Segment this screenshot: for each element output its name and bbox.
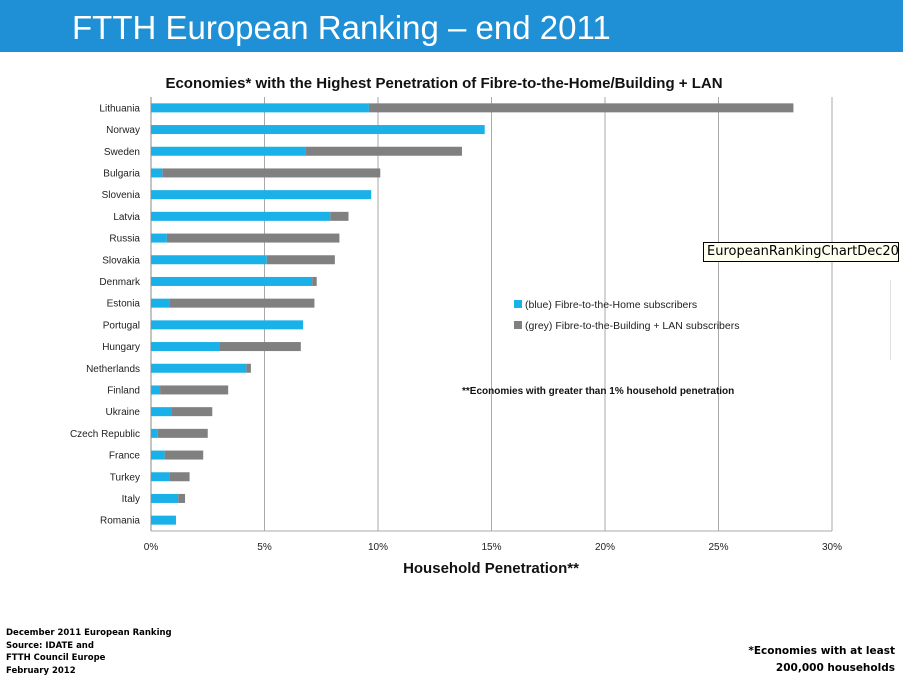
chart-name-tooltip: EuropeanRankingChartDec2011 bbox=[703, 242, 899, 262]
bar-fttb bbox=[169, 472, 190, 482]
category-label: Ukraine bbox=[106, 407, 141, 418]
bar-fttb bbox=[266, 255, 335, 265]
category-label: Italy bbox=[122, 494, 140, 505]
x-tick-label: 5% bbox=[257, 542, 272, 553]
source-line: FTTH Council Europe bbox=[6, 653, 106, 663]
bar-ftth bbox=[151, 146, 306, 156]
x-tick-label: 25% bbox=[708, 542, 728, 553]
legend-label-fttb: (grey) Fibre-to-the-Building + LAN subsc… bbox=[525, 320, 739, 332]
category-label: Hungary bbox=[102, 342, 140, 353]
ranking-chart: Economies* with the Highest Penetration … bbox=[70, 75, 842, 577]
footnote-line: 200,000 households bbox=[775, 662, 895, 674]
x-tick-label: 30% bbox=[822, 542, 842, 553]
bar-ftth bbox=[151, 233, 167, 243]
x-axis-ticks: 0% 5% 10% 15% 20% 25% 30% bbox=[144, 542, 842, 553]
category-label: Slovakia bbox=[102, 255, 140, 266]
x-tick-label: 20% bbox=[595, 542, 615, 553]
category-label: Russia bbox=[109, 234, 140, 245]
bar-fttb bbox=[171, 407, 213, 417]
bar-ftth bbox=[151, 515, 176, 525]
bar-ftth bbox=[151, 103, 369, 113]
category-label: Finland bbox=[107, 385, 140, 396]
bar-ftth bbox=[151, 407, 172, 417]
source-line: Source: IDATE and bbox=[6, 640, 94, 651]
category-label: Turkey bbox=[110, 472, 140, 483]
bar-ftth bbox=[151, 125, 485, 135]
source-note: December 2011 European Ranking Source: I… bbox=[6, 627, 172, 677]
divider bbox=[890, 280, 891, 360]
slide-title: FTTH European Ranking – end 2011 bbox=[72, 9, 611, 46]
x-axis-label: Household Penetration** bbox=[403, 560, 579, 577]
bar-fttb bbox=[166, 233, 340, 243]
title-bar: FTTH European Ranking – end 2011 bbox=[0, 0, 903, 52]
bar-ftth bbox=[151, 298, 170, 308]
bar-fttb bbox=[162, 168, 381, 178]
bar-fttb bbox=[312, 276, 317, 286]
bar-ftth bbox=[151, 320, 304, 330]
category-label: Slovenia bbox=[102, 190, 141, 201]
source-line: February 2012 bbox=[6, 665, 76, 676]
category-label: Netherlands bbox=[86, 364, 140, 375]
bar-fttb bbox=[219, 342, 301, 352]
bar-ftth bbox=[151, 493, 179, 503]
source-line: December 2011 European Ranking bbox=[6, 628, 172, 638]
bar-ftth bbox=[151, 190, 372, 200]
bar-fttb bbox=[305, 146, 462, 156]
category-labels: Lithuania Norway Sweden Bulgaria Slovenia Lat… bbox=[70, 103, 141, 526]
bar-fttb bbox=[246, 363, 251, 373]
bar-fttb bbox=[164, 450, 204, 460]
bar-ftth bbox=[151, 363, 247, 373]
category-label: Sweden bbox=[104, 147, 140, 158]
category-label: Romania bbox=[100, 516, 140, 527]
x-tick-label: 0% bbox=[144, 542, 159, 553]
x-tick-label: 10% bbox=[368, 542, 388, 553]
category-label: Estonia bbox=[107, 299, 141, 310]
bar-ftth bbox=[151, 428, 158, 438]
bar-fttb bbox=[178, 493, 186, 503]
category-label: Denmark bbox=[99, 277, 141, 288]
bar-ftth bbox=[151, 472, 170, 482]
chart-title: Economies* with the Highest Penetration … bbox=[165, 75, 722, 92]
category-label: Bulgaria bbox=[103, 168, 140, 179]
legend-swatch-ftth bbox=[514, 300, 522, 308]
bar-ftth bbox=[151, 255, 267, 265]
bar-ftth bbox=[151, 276, 313, 286]
x-tick-label: 15% bbox=[481, 542, 501, 553]
category-label: Latvia bbox=[113, 212, 140, 223]
bar-fttb bbox=[169, 298, 315, 308]
footnote-line: *Economies with at least bbox=[748, 645, 895, 657]
legend: (blue) Fibre-to-the-Home subscribers (gr… bbox=[514, 299, 739, 332]
bar-ftth bbox=[151, 211, 331, 221]
bar-fttb bbox=[160, 385, 229, 395]
gridlines bbox=[150, 97, 833, 532]
chart-annotation: **Economies with greater than 1% househo… bbox=[462, 386, 734, 397]
category-label: Lithuania bbox=[99, 103, 140, 114]
bar-fttb bbox=[368, 103, 794, 113]
legend-swatch-fttb bbox=[514, 321, 522, 329]
category-label: Norway bbox=[106, 125, 140, 136]
bar-ftth bbox=[151, 342, 220, 352]
category-label: Czech Republic bbox=[70, 429, 140, 440]
economies-footnote: *Economies with at least 200,000 househo… bbox=[748, 643, 895, 677]
category-label: Portugal bbox=[103, 320, 140, 331]
bar-fttb bbox=[157, 428, 208, 438]
bars bbox=[151, 103, 794, 525]
bar-fttb bbox=[330, 211, 349, 221]
bar-ftth bbox=[151, 450, 165, 460]
bar-ftth bbox=[151, 385, 161, 395]
legend-label-ftth: (blue) Fibre-to-the-Home subscribers bbox=[525, 299, 697, 311]
category-label: France bbox=[109, 451, 141, 462]
bar-ftth bbox=[151, 168, 163, 178]
